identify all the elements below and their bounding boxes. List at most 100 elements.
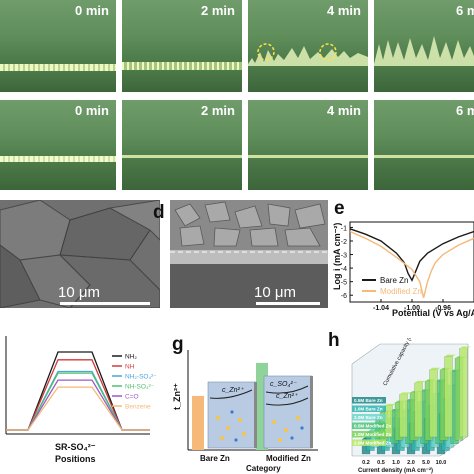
h-3d-bar bbox=[459, 348, 468, 438]
panel-a-frame-2: 4 min bbox=[248, 0, 368, 92]
energy-series-line bbox=[6, 372, 150, 431]
f-legend-entry: NH₂ bbox=[125, 354, 137, 361]
e-ytick-label: -4 bbox=[341, 266, 347, 273]
scale-text: 10 μm bbox=[58, 284, 100, 301]
dendrite-growth bbox=[374, 36, 474, 66]
h-xtick-label: 0.2 bbox=[362, 460, 370, 466]
f-legend-entry: NH-SO₄²⁻ bbox=[125, 384, 155, 391]
substrate bbox=[0, 162, 116, 190]
e-ytick-label: -1 bbox=[341, 225, 347, 232]
panel-b-frame-1: 2 min bbox=[122, 100, 242, 190]
panel-a-frame-1: 2 min bbox=[122, 0, 242, 92]
h-legend-entry: 2.0M Modified Zn bbox=[354, 441, 391, 446]
frame-time: 2 min bbox=[201, 3, 235, 18]
e-xtick-label: -0.96 bbox=[435, 305, 451, 312]
h-legend-entry: 0.5M Bare Zn bbox=[354, 398, 383, 403]
zn-electrode bbox=[122, 155, 242, 158]
panel-h-3d-bar-chart: 0.5M Bare Zn 1.0M Bare Zn 2.0M Bare Zn 0.5M… bbox=[351, 338, 471, 474]
g-xlabel: Category bbox=[246, 464, 281, 473]
h-legend-chip bbox=[352, 422, 386, 429]
legend-modified-zn: Modified Zn bbox=[380, 287, 422, 296]
zn-electrode bbox=[0, 156, 116, 162]
panel-b: b 0 min 2 min 4 min 6 min bbox=[0, 100, 474, 190]
h-legend-chip bbox=[352, 405, 386, 412]
f-legend-entry: NH bbox=[125, 364, 135, 371]
h-3d-bar-top bbox=[429, 367, 441, 370]
tafel-series-line bbox=[349, 230, 474, 299]
h-3d-bar-top bbox=[444, 354, 456, 357]
e-ytick-label: -2 bbox=[341, 239, 347, 246]
h-3d-bar-top bbox=[384, 403, 396, 406]
h-legend-chip bbox=[352, 431, 386, 438]
scale-bar bbox=[60, 302, 150, 305]
h-legend-entry: 2.0M Bare Zn bbox=[354, 415, 383, 420]
panel-b-frame-2: 4 min bbox=[248, 100, 368, 190]
h-3d-bar-top bbox=[459, 346, 471, 349]
panel-d-label: d bbox=[153, 202, 165, 223]
scale-bar bbox=[256, 302, 320, 305]
f-xlabel-2: Positions bbox=[55, 454, 96, 464]
tafel-series-line bbox=[349, 228, 474, 282]
panel-a: a 0 min 2 min 4 min 6 min bbox=[0, 0, 474, 92]
h-3d-bar-top bbox=[414, 380, 426, 383]
f-legend-entry: Benzene bbox=[125, 404, 151, 411]
h-legend-chip bbox=[352, 439, 386, 446]
substrate bbox=[122, 70, 242, 92]
energy-series-line bbox=[6, 386, 150, 431]
panel-b-frame-3: 6 min bbox=[374, 100, 474, 190]
h-legend-entry: 0.5M Modified Zn bbox=[354, 424, 391, 429]
h-legend-chip bbox=[352, 414, 386, 421]
panel-a-frame-3: 6 min bbox=[374, 0, 474, 92]
e-ytick-label: -3 bbox=[341, 253, 347, 260]
substrate bbox=[374, 158, 474, 190]
e-ytick-label: -6 bbox=[341, 293, 347, 300]
frame-time: 6 min bbox=[456, 103, 474, 118]
panel-h-label: h bbox=[328, 330, 340, 351]
h-xtick-label: 2.0 bbox=[407, 460, 415, 466]
h-xtick-label: 5.0 bbox=[422, 460, 430, 466]
panel-a-frame-0: 0 min bbox=[0, 0, 116, 92]
substrate bbox=[122, 158, 242, 190]
frame-time: 0 min bbox=[75, 3, 109, 18]
panel-b-frame-0: 0 min bbox=[0, 100, 116, 190]
zn-electrode bbox=[0, 64, 116, 71]
panel-d-sem-image: 10 μm bbox=[170, 200, 328, 308]
frame-time: 4 min bbox=[327, 103, 361, 118]
h-xtick-label: 10.0 bbox=[436, 460, 447, 466]
panel-c-sem-image: 10 μm bbox=[0, 200, 160, 308]
h-legend-entry: 1.0M Bare Zn bbox=[354, 407, 383, 412]
scale-text: 10 μm bbox=[254, 284, 296, 301]
g-bar bbox=[192, 395, 204, 450]
inset-label-zn-bare: c_Zn²⁺ bbox=[222, 387, 245, 394]
substrate bbox=[248, 66, 368, 92]
g-cat-bare: Bare Zn bbox=[200, 454, 230, 463]
e-xtick-label: -1.04 bbox=[373, 305, 389, 312]
h-legend-chip bbox=[352, 397, 386, 404]
panel-e-label: e bbox=[334, 198, 345, 219]
e-xlabel: Potential (V vs Ag/AgCl) bbox=[392, 308, 474, 318]
f-xlabel: SR-SO₄²⁻ bbox=[55, 442, 96, 452]
g-cat-modified: Modified Zn bbox=[266, 454, 311, 463]
h-xlabel: Current density (mA cm⁻²) bbox=[358, 467, 433, 474]
sem-cross-section bbox=[170, 200, 328, 308]
h-xtick-label: 1.0 bbox=[392, 460, 400, 466]
h-xtick-label: 0.5 bbox=[377, 460, 385, 466]
h-3d-bar bbox=[444, 356, 453, 438]
frame-time: 4 min bbox=[327, 3, 361, 18]
zn-electrode bbox=[374, 155, 474, 158]
g-inset-schematic: c_Zn²⁺ c_SO₄²⁻ c_Zn²⁺ bbox=[207, 375, 313, 449]
h-3d-bar bbox=[429, 369, 438, 438]
dendrite-growth bbox=[248, 43, 368, 66]
e-ytick-label: -5 bbox=[341, 280, 347, 287]
substrate bbox=[0, 71, 116, 92]
f-legend-entry: NH₂-SO₄²⁻ bbox=[125, 374, 157, 381]
zn-electrode bbox=[248, 155, 368, 158]
sem-texture bbox=[0, 200, 160, 308]
h-legend-entry: 1.0M Modified Zn bbox=[354, 432, 391, 437]
zn-electrode bbox=[122, 62, 242, 70]
panel-g-bar-chart: t_Zn²⁺ c_Zn²⁺ c_SO₄²⁻ c_Zn²⁺ Bare Zn Mod… bbox=[172, 350, 318, 473]
inset-label-zn-mod: c_Zn²⁺ bbox=[276, 393, 299, 400]
panel-g-label: g bbox=[172, 334, 184, 355]
h-3d-bar bbox=[399, 394, 408, 438]
substrate bbox=[374, 66, 474, 92]
